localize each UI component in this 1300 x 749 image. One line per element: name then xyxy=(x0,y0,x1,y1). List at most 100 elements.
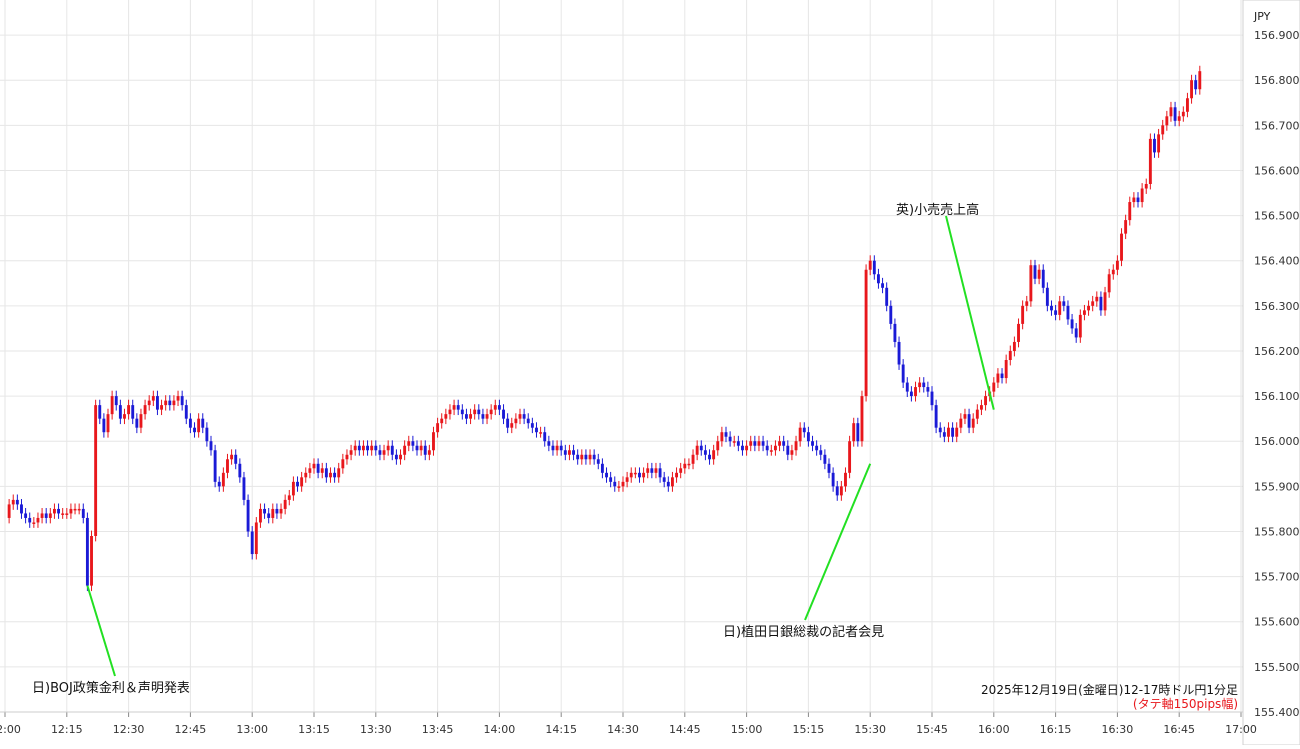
candle-body xyxy=(938,427,942,433)
candle-body xyxy=(1037,269,1041,279)
candle-body xyxy=(790,450,794,455)
candle-body xyxy=(296,481,299,487)
y-tick-label: 156.200 xyxy=(1254,345,1300,358)
candle-body xyxy=(28,517,32,523)
candle-body xyxy=(20,504,23,514)
annotation-line xyxy=(945,215,995,410)
candle-body xyxy=(551,445,555,451)
candle-body xyxy=(1012,341,1016,351)
candle-body xyxy=(267,513,271,518)
candle-body xyxy=(275,508,279,514)
candle-body xyxy=(547,441,551,446)
x-tick-label: 12:15 xyxy=(51,723,83,736)
candle-body xyxy=(514,418,518,424)
candle-body xyxy=(73,508,77,511)
candle-body xyxy=(94,405,98,536)
candle-body xyxy=(345,454,349,460)
candle-body xyxy=(32,522,36,524)
candle-body xyxy=(687,463,691,466)
candle-body xyxy=(151,396,155,401)
candle-body xyxy=(279,508,283,514)
candle-body xyxy=(234,454,238,464)
candle-body xyxy=(654,468,658,473)
x-tick-label: 14:00 xyxy=(484,723,516,736)
candle-body xyxy=(596,459,600,464)
candle-body xyxy=(197,418,201,433)
candle-body xyxy=(361,445,365,451)
candle-body xyxy=(1099,296,1103,311)
candle-body xyxy=(802,427,806,433)
candle-body xyxy=(827,463,831,473)
candle-body xyxy=(510,423,514,428)
x-tick-label: 15:00 xyxy=(731,723,763,736)
annotation-line xyxy=(86,585,116,677)
candle-body xyxy=(1004,360,1008,379)
candle-body xyxy=(135,418,139,428)
candle-body xyxy=(469,414,473,419)
candle-body xyxy=(300,477,304,487)
candle-body xyxy=(1062,301,1066,306)
x-tick-label: 14:15 xyxy=(545,723,577,736)
candle-body xyxy=(757,441,761,446)
candle-body xyxy=(773,445,777,451)
candle-body xyxy=(728,436,732,442)
candle-body xyxy=(555,445,559,451)
candle-body xyxy=(930,391,934,406)
candle-body xyxy=(918,382,922,388)
candle-body xyxy=(600,463,604,473)
candle-body xyxy=(427,450,431,455)
candle-body xyxy=(872,260,876,275)
candle-body xyxy=(650,468,654,473)
candle-body xyxy=(761,441,765,446)
candle-body xyxy=(320,468,324,473)
candle-body xyxy=(456,405,460,410)
candle-body xyxy=(1169,107,1173,117)
candle-body xyxy=(1144,184,1148,189)
candle-body xyxy=(831,472,835,487)
candle-body xyxy=(423,445,427,455)
candle-body xyxy=(609,477,613,482)
candle-body xyxy=(1000,373,1004,379)
candle-body xyxy=(909,391,913,397)
candle-body xyxy=(98,405,102,419)
chart-caption: 2025年12月19日(金曜日)12-17時ドル円1分足 xyxy=(981,682,1238,697)
candle-body xyxy=(530,423,534,428)
candle-body xyxy=(1140,188,1144,203)
candle-body xyxy=(975,409,979,419)
candle-body xyxy=(378,450,382,455)
candle-body xyxy=(1120,233,1123,261)
price-axis-panel xyxy=(1242,0,1300,746)
candle-body xyxy=(61,513,65,515)
candle-body xyxy=(143,405,147,415)
candle-body xyxy=(1194,80,1198,90)
candle-body xyxy=(312,463,316,469)
candle-body xyxy=(1074,328,1078,338)
candle-body xyxy=(897,341,901,365)
grid xyxy=(0,0,1243,713)
candle-body xyxy=(658,468,662,478)
candle-body xyxy=(905,382,909,392)
x-tick-label: 15:30 xyxy=(854,723,886,736)
candle-body xyxy=(1087,305,1091,311)
candle-body xyxy=(732,441,736,443)
candle-body xyxy=(452,405,456,410)
candle-body xyxy=(374,445,378,451)
candle-body xyxy=(287,495,291,500)
candle-body xyxy=(736,441,740,446)
candle-body xyxy=(172,400,176,406)
candle-body xyxy=(815,445,819,451)
candle-body xyxy=(81,508,85,518)
candle-body xyxy=(1008,350,1012,360)
x-tick-label: 12:45 xyxy=(175,723,207,736)
candle-body xyxy=(209,441,213,451)
candle-body xyxy=(147,400,151,406)
candle-body xyxy=(670,477,674,487)
candle-body xyxy=(123,414,126,419)
candle-body xyxy=(1078,314,1082,338)
candle-body xyxy=(1148,138,1152,184)
candle-body xyxy=(646,468,650,473)
y-tick-label: 156.900 xyxy=(1254,29,1300,42)
candle-body xyxy=(951,427,955,437)
candle-body xyxy=(708,454,711,460)
candle-body xyxy=(629,472,633,478)
